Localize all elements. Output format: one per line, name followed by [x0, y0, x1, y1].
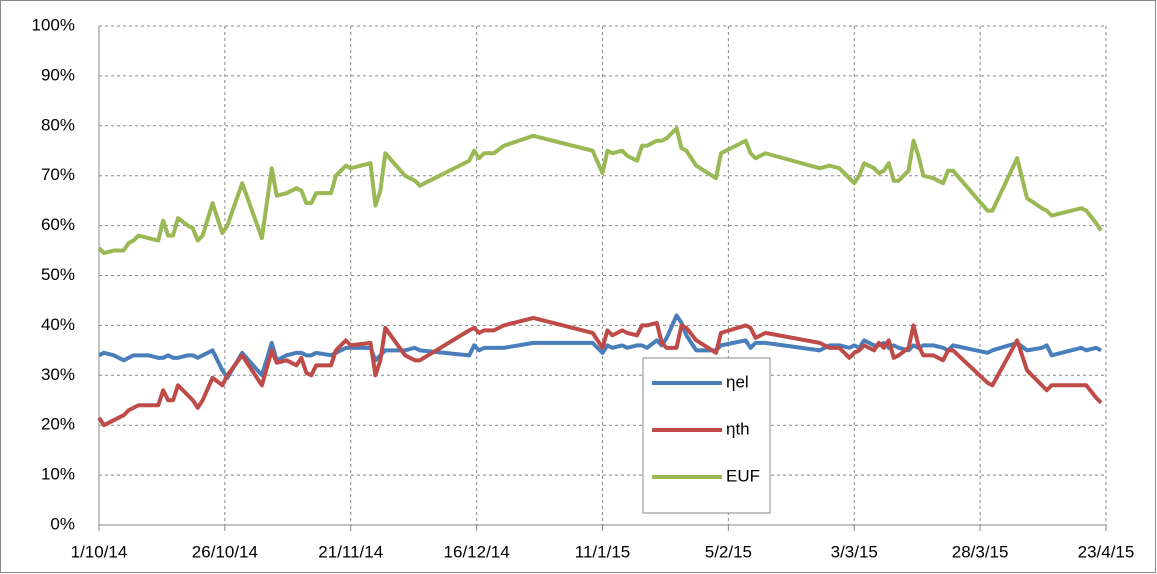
series-line — [98, 313, 1102, 380]
y-tick-label: 100% — [32, 15, 75, 34]
x-tick-label: 23/4/15 — [1078, 542, 1135, 561]
y-tick-label: 90% — [41, 65, 75, 84]
y-tick-label: 60% — [41, 215, 75, 234]
x-tick-label: 26/10/14 — [192, 542, 258, 561]
x-tick-label: 16/12/14 — [444, 542, 510, 561]
y-tick-label: 10% — [41, 465, 75, 484]
x-tick-label: 11/1/15 — [575, 542, 630, 561]
legend-label: EUF — [726, 466, 760, 485]
legend-label: ηel — [726, 372, 749, 391]
y-tick-label: 20% — [41, 415, 75, 434]
series-line — [97, 315, 1103, 428]
x-tick-label: 21/11/14 — [318, 542, 383, 561]
legend: ηel ηth EUF — [642, 357, 771, 514]
y-tick-label: 80% — [41, 115, 75, 134]
y-tick-label: 40% — [41, 315, 75, 334]
x-tick-label: 1/10/14 — [71, 542, 128, 561]
x-tick-label: 3/3/15 — [831, 542, 878, 561]
x-tick-label: 5/2/15 — [705, 542, 752, 561]
x-tick-label: 28/3/15 — [952, 542, 1009, 561]
y-tick-label: 0% — [50, 514, 75, 533]
legend-label: ηth — [726, 419, 750, 438]
y-tick-label: 50% — [41, 265, 75, 284]
y-tick-label: 30% — [41, 365, 75, 384]
y-tick-label: 70% — [41, 165, 75, 184]
series-line — [97, 126, 1103, 256]
